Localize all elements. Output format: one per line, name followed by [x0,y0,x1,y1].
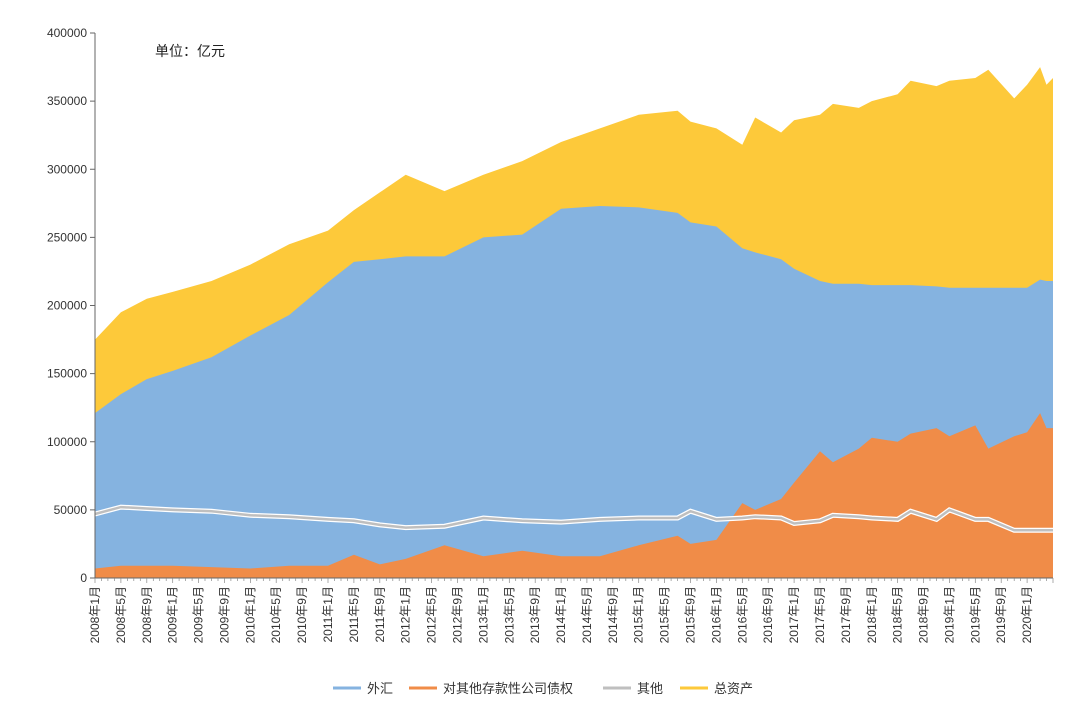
x-tick-label: 2017年1月 [787,586,801,643]
x-tick-label: 2018年5月 [891,586,905,643]
y-tick-label: 150000 [47,367,87,381]
chart-axes: 0 50000 100000 150000 200000 250000 300000 3500… [47,26,1054,643]
x-tick-label: 2008年9月 [140,586,154,643]
series-line-other [94,505,1053,532]
y-tick-label: 400000 [47,26,87,40]
x-tick-label: 2010年9月 [295,586,309,643]
legend-label: 总资产 [714,682,753,697]
y-tick-label: 100000 [47,435,87,449]
y-tick-label: 250000 [47,230,87,244]
x-tick-label: 2011年5月 [347,586,361,642]
x-tick-label: 2015年5月 [658,586,672,643]
x-tick-label: 2013年5月 [502,586,516,643]
x-tick-label: 2012年9月 [450,586,464,643]
x-tick-label: 2011年1月 [321,586,335,642]
x-tick-label: 2012年5月 [425,586,439,643]
x-tick-label: 2010年5月 [269,586,283,643]
x-tick-label: 2013年9月 [528,586,542,643]
x-tick-label: 2019年1月 [942,586,956,643]
y-tick-label: 50000 [54,503,88,517]
y-tick-label: 200000 [47,299,87,313]
x-tick-label: 2009年1月 [166,586,180,643]
x-tick-label: 2010年1月 [243,586,257,643]
legend-label: 其他 [637,682,663,697]
x-tick-label: 2019年9月 [994,586,1008,643]
y-tick-label: 350000 [47,94,87,108]
chart-areas [94,67,1053,578]
x-tick-label: 2015年1月 [632,586,646,643]
x-tick-label: 2016年5月 [735,586,749,643]
x-tick-label: 2017年9月 [839,586,853,643]
x-tick-label: 2020年1月 [1020,586,1034,643]
x-tick-label: 2014年5月 [580,586,594,643]
y-tick-label: 300000 [47,162,87,176]
x-tick-label: 2008年1月 [88,586,102,643]
x-tick-label: 2014年1月 [554,586,568,643]
x-tick-label: 2018年1月 [865,586,879,643]
x-tick-label: 2009年5月 [192,586,206,643]
x-tick-label: 2016年1月 [709,586,723,643]
legend-label: 外汇 [367,682,393,697]
unit-label: 单位：亿元 [155,44,225,60]
legend: 外汇 对其他存款性公司债权 其他 总资产 [333,681,753,697]
series-area-claims [95,413,1053,578]
x-tick-label: 2017年5月 [813,586,827,643]
x-tick-label: 2012年1月 [399,586,413,643]
x-tick-label: 2009年9月 [217,586,231,643]
x-tick-label: 2015年9月 [684,586,698,643]
x-tick-label: 2018年9月 [917,586,931,643]
x-tick-label: 2019年5月 [968,586,982,643]
legend-label: 对其他存款性公司债权 [443,681,573,697]
x-tick-label: 2013年1月 [476,586,490,643]
x-tick-label: 2008年5月 [114,586,128,643]
x-tick-label: 2016年9月 [761,586,775,643]
x-tick-label: 2011年9月 [373,586,387,642]
y-tick-label: 0 [80,571,87,585]
x-tick-label: 2014年9月 [606,586,620,643]
